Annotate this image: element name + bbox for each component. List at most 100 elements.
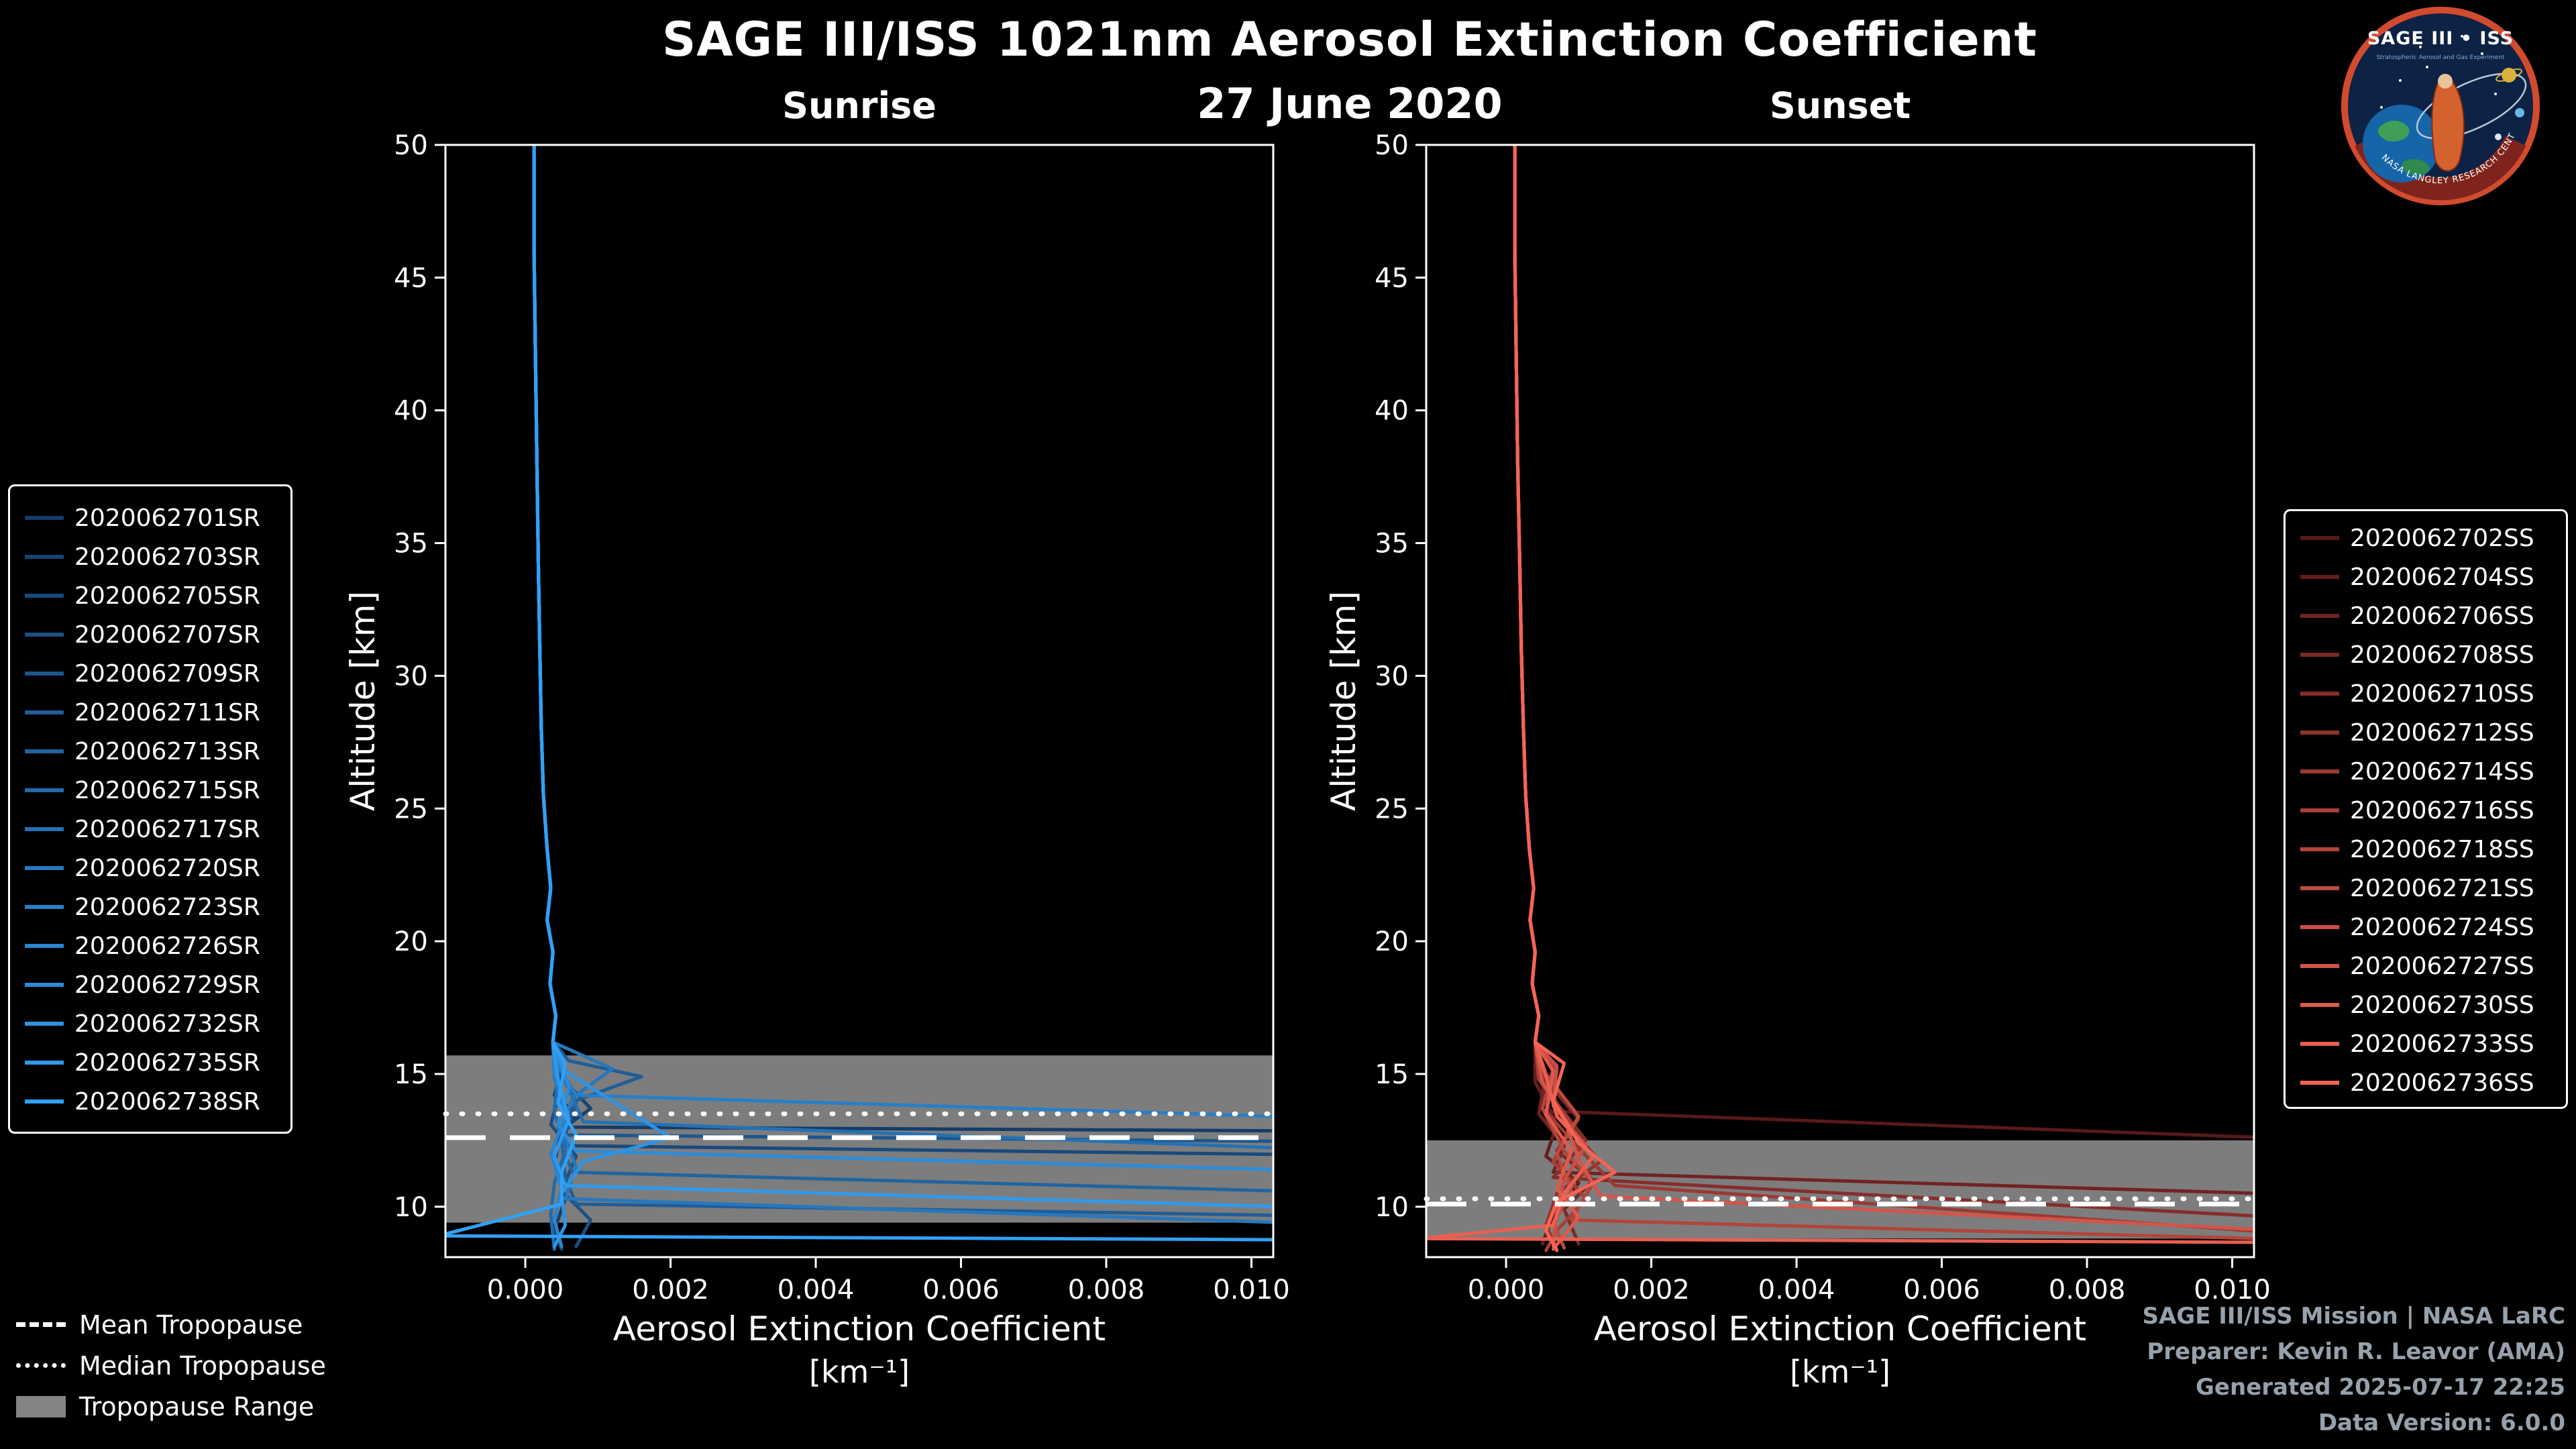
y-tick-label: 45 bbox=[394, 263, 428, 294]
y-tick-label: 35 bbox=[1375, 529, 1409, 559]
legend-item: 2020062736SS bbox=[2300, 1063, 2566, 1102]
legend-swatch-icon bbox=[2300, 925, 2339, 929]
legend-item: 2020062701SR bbox=[25, 498, 290, 537]
legend-label: 2020062729SR bbox=[74, 971, 260, 999]
credit-preparer: Preparer: Kevin R. Leavor (AMA) bbox=[2147, 1338, 2565, 1365]
legend-label: 2020062716SS bbox=[2350, 796, 2534, 824]
x-tick-label: 0.006 bbox=[922, 1275, 1000, 1305]
page-title: SAGE III/ISS 1021nm Aerosol Extinction C… bbox=[662, 12, 2037, 67]
sunset-x-axis-label: Aerosol Extinction Coefficient bbox=[1593, 1309, 2087, 1348]
sunrise-x-axis-label: Aerosol Extinction Coefficient bbox=[612, 1309, 1106, 1348]
legend-swatch-icon bbox=[2300, 614, 2339, 618]
profile-line-2020062717SR bbox=[532, 145, 1273, 1150]
legend-label: 2020062736SS bbox=[2350, 1069, 2534, 1097]
dashed-line-swatch-icon bbox=[16, 1322, 66, 1327]
y-tick-label: 20 bbox=[394, 926, 428, 957]
profile-line-2020062735SR bbox=[532, 145, 1273, 1209]
sunset-x-axis-units: [km⁻¹] bbox=[1789, 1354, 1891, 1390]
legend-swatch-icon bbox=[2300, 575, 2339, 579]
x-tick-label: 0.008 bbox=[1068, 1275, 1145, 1305]
profile-line-2020062706SS bbox=[1513, 145, 2254, 1195]
profile-line-2020062701SR bbox=[532, 145, 1273, 1133]
legend-swatch-icon bbox=[25, 710, 64, 714]
legend-label: 2020062721SS bbox=[2350, 874, 2534, 902]
legend-item: 2020062711SR bbox=[25, 693, 290, 732]
profile-line-2020062713SR bbox=[532, 145, 1273, 1193]
legend-swatch-icon bbox=[25, 827, 64, 831]
y-tick-label: 25 bbox=[1375, 794, 1409, 824]
y-tick-label: 25 bbox=[394, 794, 428, 824]
legend-item: 2020062727SS bbox=[2300, 947, 2566, 985]
sunset-panel-title: Sunset bbox=[1769, 85, 1911, 127]
legend-label: 2020062738SR bbox=[74, 1087, 260, 1116]
legend-swatch-icon bbox=[25, 516, 64, 520]
legend-swatch-icon bbox=[25, 594, 64, 598]
legend-item: 2020062703SR bbox=[25, 537, 290, 576]
legend-item: 2020062713SR bbox=[25, 732, 290, 771]
legend-label: 2020062733SS bbox=[2350, 1030, 2534, 1058]
profile-line-2020062705SR bbox=[532, 145, 1273, 1157]
legend-item: 2020062706SS bbox=[2300, 596, 2566, 635]
x-tick-label: 0.008 bbox=[2049, 1275, 2126, 1305]
legend-swatch-icon bbox=[25, 788, 64, 792]
plot-frame bbox=[444, 144, 1275, 1258]
x-tick-label: 0.010 bbox=[1213, 1275, 1290, 1305]
legend-item: 2020062732SR bbox=[25, 1004, 290, 1043]
legend-label: 2020062706SS bbox=[2350, 602, 2534, 630]
x-tick-label: 0.000 bbox=[487, 1275, 564, 1305]
legend-item: 2020062723SR bbox=[25, 888, 290, 926]
y-tick-label: 35 bbox=[394, 529, 428, 559]
profile-line-2020062718SS bbox=[1513, 145, 2254, 1240]
legend-item: 2020062716SS bbox=[2300, 791, 2566, 830]
gray-band-swatch-icon bbox=[16, 1395, 66, 1417]
legend-item: 2020062708SS bbox=[2300, 635, 2566, 674]
legend-swatch-icon bbox=[2300, 536, 2339, 540]
credits-block: SAGE III/ISS Mission | NASA LaRC Prepare… bbox=[2143, 1299, 2566, 1441]
legend-item: 2020062715SR bbox=[25, 771, 290, 810]
legend-item: 2020062712SS bbox=[2300, 713, 2566, 752]
legend-label: 2020062714SS bbox=[2350, 757, 2534, 786]
legend-label: 2020062702SS bbox=[2350, 524, 2534, 552]
logo-title: SAGE III • ISS bbox=[2367, 28, 2514, 49]
legend-item: 2020062704SS bbox=[2300, 557, 2566, 596]
y-tick-label: 40 bbox=[1375, 396, 1409, 427]
legend-swatch-icon bbox=[25, 1061, 64, 1065]
legend-label: 2020062717SR bbox=[74, 815, 260, 843]
x-tick-label: 0.004 bbox=[777, 1275, 855, 1305]
legend-item: 2020062717SR bbox=[25, 810, 290, 849]
legend-item: 2020062724SS bbox=[2300, 908, 2566, 947]
legend-item: 2020062733SS bbox=[2300, 1024, 2566, 1063]
legend-swatch-icon bbox=[25, 944, 64, 948]
sunrise-legend: 2020062701SR 2020062703SR 2020062705SR 2020… bbox=[8, 484, 292, 1134]
dotted-line-swatch-icon bbox=[16, 1363, 66, 1368]
y-tick-label: 45 bbox=[1375, 263, 1409, 294]
credit-mission: SAGE III/ISS Mission | NASA LaRC bbox=[2142, 1303, 2566, 1330]
legend-label: 2020062710SS bbox=[2350, 680, 2534, 708]
profile-line-2020062729SR bbox=[532, 145, 1273, 1171]
legend-label: 2020062732SR bbox=[74, 1010, 260, 1038]
legend-label: 2020062726SR bbox=[74, 932, 260, 960]
legend-label: 2020062703SR bbox=[74, 543, 260, 571]
y-tick-label: 30 bbox=[394, 661, 428, 692]
legend-swatch-icon bbox=[2300, 847, 2339, 851]
earth-continent-icon bbox=[2377, 120, 2410, 142]
legend-swatch-icon bbox=[2300, 1003, 2339, 1007]
legend-label: 2020062723SR bbox=[74, 893, 260, 921]
y-tick-label: 15 bbox=[394, 1059, 428, 1090]
legend-label: 2020062715SR bbox=[74, 776, 260, 804]
y-tick-label: 50 bbox=[394, 130, 428, 161]
plot-frame bbox=[1425, 144, 2255, 1258]
legend-item: 2020062705SR bbox=[25, 576, 290, 615]
planet-icon bbox=[2495, 133, 2502, 140]
x-tick-label: 0.004 bbox=[1758, 1275, 1835, 1305]
stars-icon bbox=[2380, 35, 2497, 109]
profile-line-2020062738SR bbox=[445, 145, 1273, 1242]
x-tick-label: 0.006 bbox=[1903, 1275, 1980, 1305]
profile-line-2020062736SS bbox=[1513, 145, 1617, 1252]
legend-swatch-icon bbox=[2300, 692, 2339, 696]
legend-item: 2020062709SR bbox=[25, 654, 290, 693]
mean-tropopause-label: Mean Tropopause bbox=[79, 1309, 303, 1340]
legend-swatch-icon bbox=[25, 633, 64, 637]
legend-item: 2020062738SR bbox=[25, 1082, 290, 1121]
legend-item: 2020062735SR bbox=[25, 1043, 290, 1082]
